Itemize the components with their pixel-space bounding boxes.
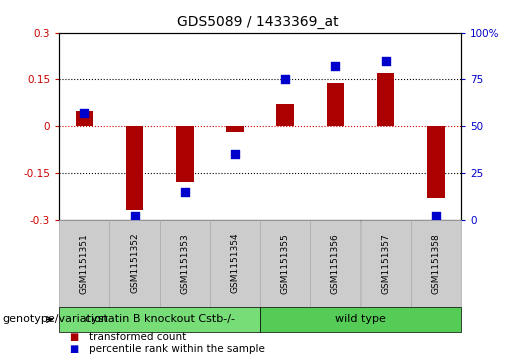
Bar [59, 220, 109, 307]
Bar [427, 126, 444, 198]
Text: GSM1151351: GSM1151351 [80, 233, 89, 294]
Bar [260, 307, 461, 332]
Bar [260, 220, 310, 307]
Bar [210, 220, 260, 307]
Bar [226, 126, 244, 132]
Point [231, 151, 239, 157]
Bar [160, 220, 210, 307]
Bar [277, 104, 294, 126]
Text: genotype/variation: genotype/variation [3, 314, 109, 325]
Text: wild type: wild type [335, 314, 386, 325]
Text: ■: ■ [70, 344, 79, 354]
Bar [310, 220, 360, 307]
Bar [360, 220, 410, 307]
Text: GSM1151354: GSM1151354 [231, 233, 239, 294]
Text: GSM1151357: GSM1151357 [381, 233, 390, 294]
Point [281, 77, 289, 82]
Text: percentile rank within the sample: percentile rank within the sample [89, 344, 265, 354]
Text: GSM1151355: GSM1151355 [281, 233, 289, 294]
Text: GSM1151358: GSM1151358 [432, 233, 440, 294]
Bar [59, 307, 260, 332]
Bar [377, 73, 394, 126]
Point [130, 213, 139, 219]
Bar [410, 220, 461, 307]
Text: GSM1151353: GSM1151353 [180, 233, 189, 294]
Bar [126, 126, 143, 210]
Point [80, 110, 89, 116]
Bar [109, 220, 160, 307]
Text: GSM1151356: GSM1151356 [331, 233, 340, 294]
Bar [76, 111, 93, 126]
Text: transformed count: transformed count [89, 332, 186, 342]
Point [331, 64, 339, 69]
Bar [176, 126, 194, 182]
Point [432, 213, 440, 219]
Text: cystatin B knockout Cstb-/-: cystatin B knockout Cstb-/- [84, 314, 235, 325]
Text: GSM1151352: GSM1151352 [130, 233, 139, 294]
Text: ■: ■ [70, 332, 79, 342]
Text: GDS5089 / 1433369_at: GDS5089 / 1433369_at [177, 15, 338, 29]
Point [181, 189, 189, 195]
Bar [327, 82, 344, 126]
Point [382, 58, 390, 64]
